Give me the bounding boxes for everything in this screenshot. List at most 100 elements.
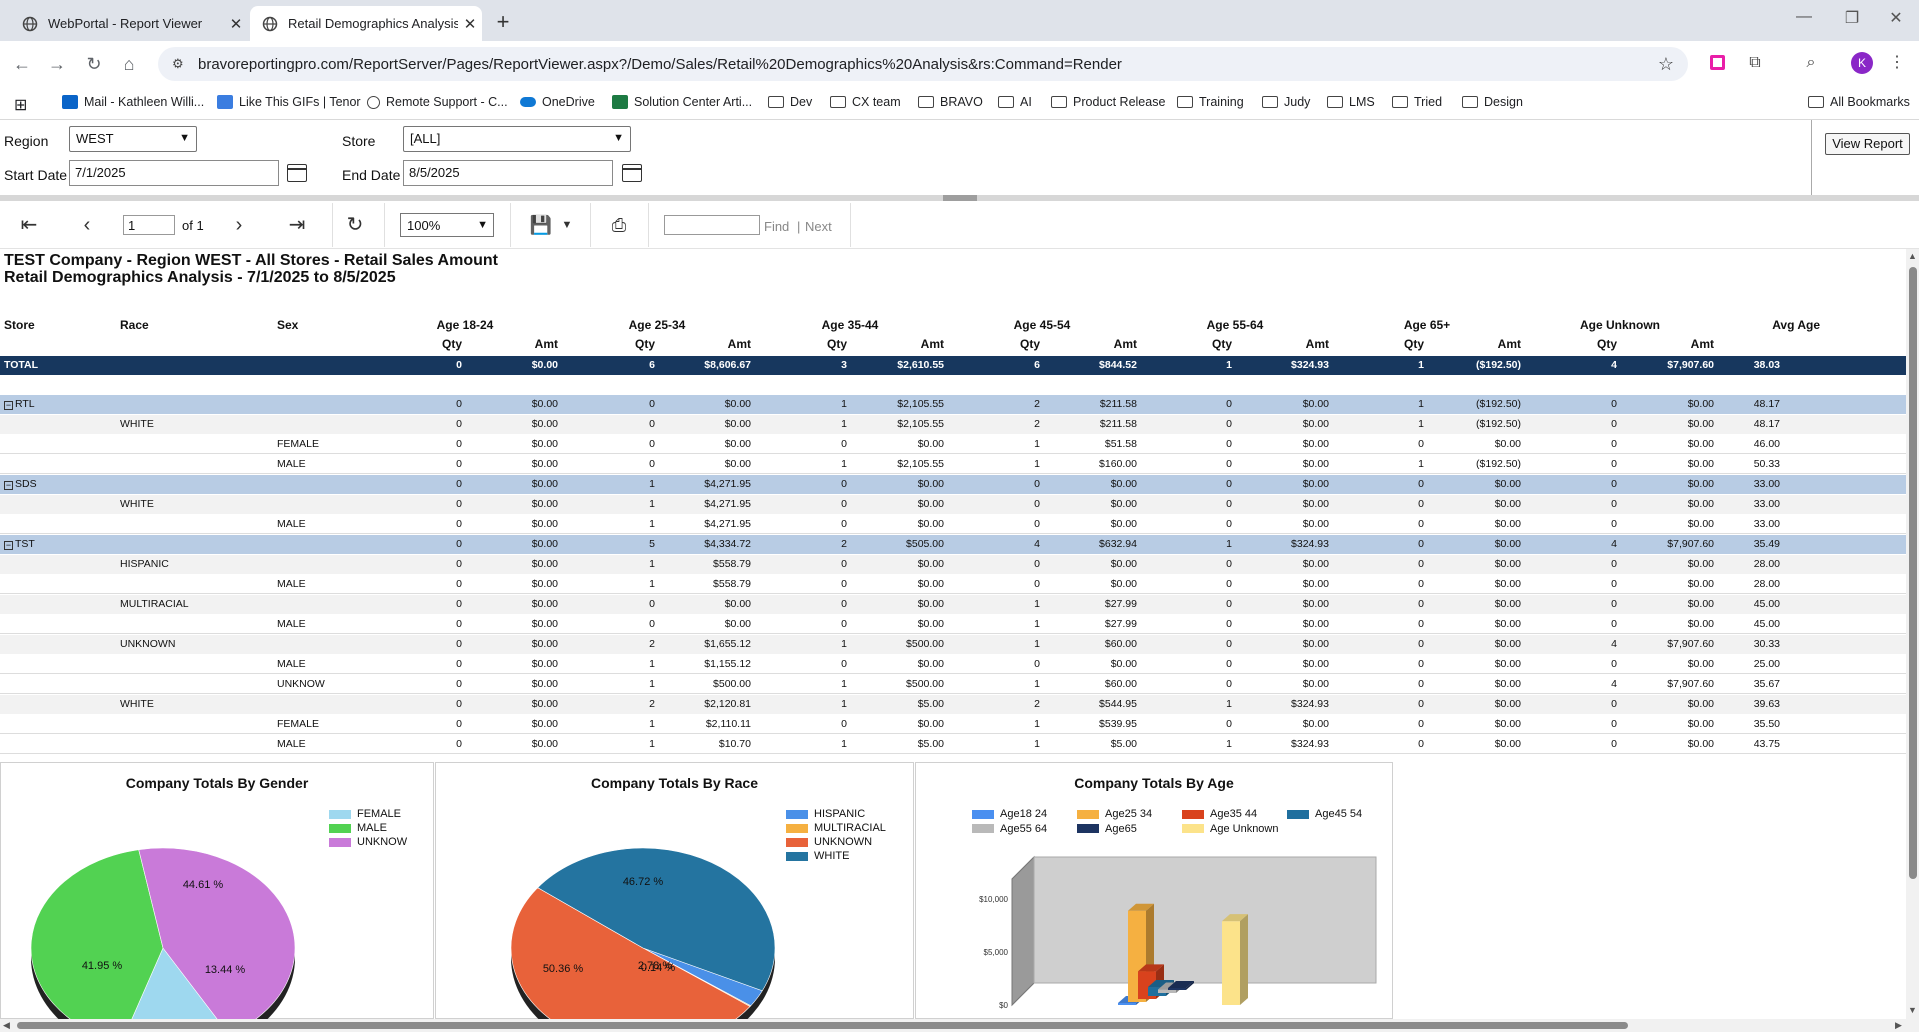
collapse-toggle-icon[interactable]: − bbox=[4, 400, 13, 410]
legend-label: Age55 64 bbox=[1000, 822, 1048, 835]
bookmark-folder[interactable]: Dev bbox=[768, 95, 812, 109]
previous-page-icon[interactable]: ‹ bbox=[83, 214, 91, 236]
qty-cell: 0 bbox=[1418, 538, 1424, 550]
qty-cell: 0 bbox=[841, 438, 847, 450]
collapse-handle[interactable] bbox=[943, 195, 977, 201]
apps-icon[interactable]: ⊞ bbox=[14, 97, 28, 114]
vertical-scrollbar[interactable]: ▲ ▼ bbox=[1906, 249, 1919, 1019]
page-number-input[interactable]: 1 bbox=[123, 215, 175, 235]
legend-item: UNKNOW bbox=[329, 835, 407, 849]
collapse-toggle-icon[interactable]: − bbox=[4, 540, 13, 550]
extension-icon[interactable] bbox=[1706, 52, 1728, 74]
avg-age-cell: 35.50 bbox=[1753, 718, 1780, 730]
bookmark-folder[interactable]: Training bbox=[1177, 95, 1244, 109]
qty-cell: 0 bbox=[841, 558, 847, 570]
back-icon[interactable]: ← bbox=[13, 54, 31, 74]
end-date-input[interactable]: 8/5/2025 bbox=[403, 160, 613, 186]
region-select[interactable]: WEST ▼ bbox=[69, 126, 197, 152]
amt-cell: $0.00 bbox=[1494, 518, 1521, 530]
bookmark-mail[interactable]: Mail - Kathleen Willi... bbox=[62, 95, 204, 109]
horizontal-scrollbar[interactable]: ◀ ▶ bbox=[0, 1019, 1919, 1032]
minimize-icon[interactable]: — bbox=[1796, 8, 1812, 25]
store-name: TOTAL bbox=[4, 359, 39, 371]
calendar-icon[interactable] bbox=[287, 164, 307, 182]
close-window-icon[interactable]: ✕ bbox=[1889, 10, 1903, 27]
bookmark-folder[interactable]: CX team bbox=[830, 95, 901, 109]
home-icon[interactable]: ⌂ bbox=[123, 54, 135, 74]
scroll-up-icon[interactable]: ▲ bbox=[1908, 251, 1917, 261]
qty-cell: 0 bbox=[1034, 658, 1040, 670]
pie-slice-unknown bbox=[510, 887, 751, 1019]
export-save-icon[interactable]: 💾 bbox=[529, 215, 553, 235]
chevron-down-icon: ▼ bbox=[613, 132, 624, 144]
scroll-right-icon[interactable]: ▶ bbox=[1895, 1020, 1902, 1030]
qty-cell: 0 bbox=[456, 678, 462, 690]
first-page-icon[interactable]: ⇤ bbox=[20, 214, 38, 236]
all-bookmarks[interactable]: All Bookmarks bbox=[1808, 95, 1910, 109]
y-tick-label: $5,000 bbox=[984, 948, 1009, 957]
refresh-icon[interactable]: ↻ bbox=[346, 214, 364, 236]
amt-cell: $0.00 bbox=[531, 458, 558, 470]
view-report-button[interactable]: View Report bbox=[1825, 133, 1910, 155]
qty-cell: 0 bbox=[649, 418, 655, 430]
find-link[interactable]: Find bbox=[764, 219, 790, 234]
tab-search-icon[interactable]: ⌕ bbox=[1806, 54, 1816, 71]
parameter-splitter[interactable] bbox=[0, 195, 1919, 201]
menu-icon[interactable]: ⋮ bbox=[1889, 54, 1905, 71]
tab-title: WebPortal - Report Viewer bbox=[48, 16, 203, 31]
puzzle-icon[interactable]: ⧉ bbox=[1749, 54, 1761, 71]
qty-cell: 0 bbox=[1034, 478, 1040, 490]
bookmark-gifs[interactable]: Like This GIFs | Tenor bbox=[217, 95, 361, 109]
close-tab-icon[interactable]: ✕ bbox=[463, 15, 477, 33]
scroll-left-icon[interactable]: ◀ bbox=[3, 1020, 10, 1030]
close-tab-icon[interactable]: ✕ bbox=[229, 15, 243, 33]
qty-cell: 4 bbox=[1611, 359, 1617, 371]
amt-cell: $0.00 bbox=[531, 718, 558, 730]
zoom-select[interactable]: 100% ▼ bbox=[400, 213, 494, 237]
bookmark-folder[interactable]: LMS bbox=[1327, 95, 1375, 109]
avatar[interactable]: K bbox=[1851, 52, 1873, 74]
bookmark-folder[interactable]: BRAVO bbox=[918, 95, 983, 109]
legend-item: Age65 bbox=[1077, 822, 1182, 836]
tab-retail-demographics[interactable]: Retail Demographics Analysis - ✕ bbox=[250, 6, 482, 41]
qty-cell: 0 bbox=[841, 518, 847, 530]
tab-webportal[interactable]: WebPortal - Report Viewer ✕ bbox=[10, 6, 248, 41]
collapse-toggle-icon[interactable]: − bbox=[4, 480, 13, 490]
bookmark-folder[interactable]: Tried bbox=[1392, 95, 1442, 109]
chevron-down-icon[interactable]: ▼ bbox=[561, 219, 573, 231]
bar-top bbox=[1168, 981, 1194, 988]
qty-cell: 1 bbox=[649, 718, 655, 730]
col-header-age-group: Age Unknown bbox=[1580, 318, 1660, 332]
find-next-link[interactable]: Next bbox=[805, 219, 832, 234]
cloud-icon bbox=[520, 97, 536, 107]
bookmark-folder[interactable]: Judy bbox=[1262, 95, 1310, 109]
scroll-down-icon[interactable]: ▼ bbox=[1908, 1005, 1917, 1015]
reload-icon[interactable]: ↻ bbox=[86, 54, 102, 74]
store-select[interactable]: [ALL] ▼ bbox=[403, 126, 631, 152]
new-tab-button[interactable]: + bbox=[496, 9, 510, 34]
bookmark-folder[interactable]: AI bbox=[998, 95, 1032, 109]
amt-cell: $0.00 bbox=[1302, 718, 1329, 730]
bookmark-solution-center[interactable]: Solution Center Arti... bbox=[612, 95, 752, 109]
avg-age-cell: 33.00 bbox=[1753, 478, 1780, 490]
forward-icon[interactable]: → bbox=[48, 54, 66, 74]
find-input[interactable] bbox=[664, 215, 760, 235]
bookmark-folder[interactable]: Product Release bbox=[1051, 95, 1165, 109]
bookmark-star-icon[interactable]: ☆ bbox=[1657, 53, 1674, 74]
bookmark-remote-support[interactable]: Remote Support - C... bbox=[367, 95, 508, 109]
calendar-icon[interactable] bbox=[622, 164, 642, 182]
last-page-icon[interactable]: ⇥ bbox=[288, 214, 306, 236]
bookmark-folder[interactable]: Design bbox=[1462, 95, 1523, 109]
address-bar[interactable]: ⚙ bravoreportingpro.com/ReportServer/Pag… bbox=[158, 47, 1688, 81]
next-page-icon[interactable]: › bbox=[235, 214, 243, 236]
start-date-input[interactable]: 7/1/2025 bbox=[69, 160, 279, 186]
amt-cell: $0.00 bbox=[531, 578, 558, 590]
scroll-thumb[interactable] bbox=[1909, 267, 1917, 879]
bookmark-onedrive[interactable]: OneDrive bbox=[520, 95, 595, 109]
site-info-icon[interactable]: ⚙ bbox=[172, 56, 184, 71]
scroll-thumb[interactable] bbox=[17, 1022, 1628, 1029]
amt-cell: $2,110.11 bbox=[705, 718, 751, 730]
print-icon[interactable]: ⎙ bbox=[611, 215, 627, 235]
restore-icon[interactable]: ❐ bbox=[1844, 10, 1860, 27]
qty-cell: 1 bbox=[1034, 718, 1040, 730]
